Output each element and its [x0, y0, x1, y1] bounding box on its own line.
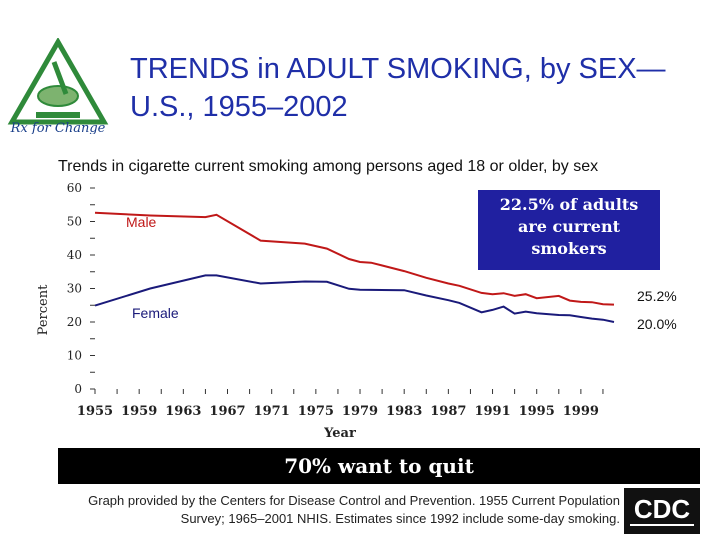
y-tick-label: 0 [74, 382, 82, 396]
logo-text: Rx for Change [10, 121, 106, 134]
logo-base [36, 112, 80, 118]
x-axis-title: Year [323, 426, 356, 441]
x-tick-label: 1967 [209, 404, 245, 419]
x-tick-label: 1999 [563, 404, 599, 419]
y-tick-label: 40 [67, 248, 82, 262]
y-tick-label: 30 [67, 282, 82, 296]
callout-line2: are current [518, 217, 620, 236]
slide-title: TRENDS in ADULT SMOKING, by SEX— U.S., 1… [130, 50, 690, 126]
x-tick-label: 1959 [121, 404, 157, 419]
end-label-male: 25.2% [637, 288, 677, 304]
cdc-logo-graphic: CDC [624, 488, 700, 534]
cdc-logo: CDC [624, 488, 700, 534]
end-label-female: 20.0% [637, 316, 677, 332]
x-tick-label: 1971 [254, 404, 290, 419]
rx-for-change-logo: Rx for Change [6, 36, 110, 136]
y-tick-label: 50 [67, 215, 82, 229]
source-line2: Survey; 1965–2001 NHIS. Estimates since … [180, 511, 620, 526]
series-line-female [94, 274, 615, 323]
x-tick-label: 1991 [474, 404, 510, 419]
y-tick-label: 60 [67, 181, 82, 195]
y-tick-label: 20 [67, 315, 82, 329]
logo-mortar [37, 85, 79, 107]
y-tick-label: 10 [67, 349, 82, 363]
x-tick-label: 1983 [386, 404, 422, 419]
slide-title-line1: TRENDS in ADULT SMOKING, by SEX— [130, 53, 666, 85]
cdc-logo-text: CDC [634, 494, 691, 524]
x-tick-label: 1955 [77, 404, 113, 419]
callout-line1: 22.5% of adults [499, 195, 639, 214]
prevalence-callout: 22.5% of adults are current smokers [478, 190, 660, 270]
x-tick-label: 1979 [342, 404, 378, 419]
series-label-male: Male [126, 214, 157, 230]
series-label-female: Female [132, 305, 179, 321]
x-tick-label: 1995 [519, 404, 555, 419]
logo-pestle [51, 61, 69, 95]
x-tick-label: 1975 [298, 404, 334, 419]
logo-triangle [7, 36, 109, 125]
x-tick-label: 1987 [430, 404, 466, 419]
quit-banner: 70% want to quit [58, 448, 700, 484]
callout-line3: smokers [531, 239, 607, 258]
cdc-logo-bg [624, 488, 700, 534]
x-tick-label: 1963 [165, 404, 201, 419]
y-axis-title: Percent [36, 284, 51, 335]
source-line1: Graph provided by the Centers for Diseas… [88, 493, 620, 508]
slide-title-line2: U.S., 1955–2002 [130, 91, 348, 123]
source-note: Graph provided by the Centers for Diseas… [40, 492, 620, 528]
logo-graphic: Rx for Change [7, 36, 109, 136]
chart-title: Trends in cigarette current smoking amon… [58, 158, 599, 175]
cdc-logo-rule [630, 524, 694, 526]
series-line-male [94, 211, 615, 306]
